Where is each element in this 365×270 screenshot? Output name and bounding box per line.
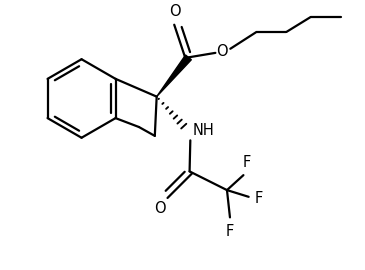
Text: F: F [255,191,263,206]
Polygon shape [157,55,191,97]
Text: O: O [155,201,166,216]
Text: NH: NH [192,123,214,138]
Text: F: F [226,224,234,239]
Text: O: O [216,44,228,59]
Text: O: O [169,4,181,19]
Text: F: F [242,155,250,170]
